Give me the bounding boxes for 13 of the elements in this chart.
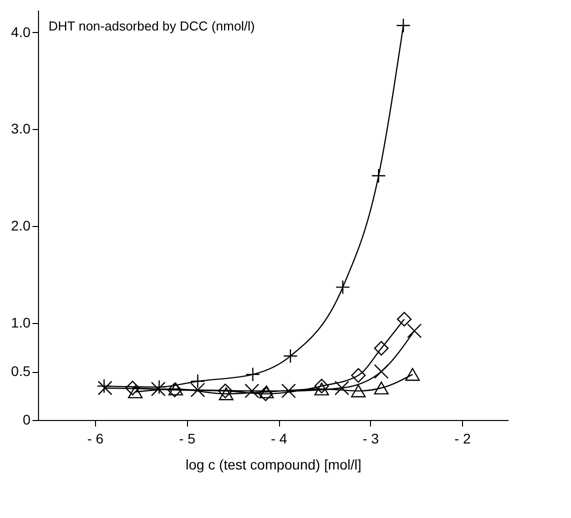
x-tick-label: - 3	[362, 430, 380, 446]
y-tick-label: 0	[22, 412, 31, 428]
y-tick-label: 3.0	[11, 120, 31, 137]
x-tick-label: - 5	[179, 430, 196, 446]
y-tick-label: 0.5	[11, 363, 31, 380]
x-tick-label: - 4	[270, 430, 288, 446]
x-tick-label: - 6	[87, 430, 104, 446]
y-axis-title: DHT non-adsorbed by DCC (nmol/l)	[48, 18, 255, 34]
x-tick-label: - 2	[454, 430, 471, 446]
y-tick-label: 2.0	[11, 218, 31, 234]
x-axis-title: log c (test compound) [mol/l]	[186, 456, 362, 472]
y-tick-label: 1.0	[11, 314, 31, 331]
y-tick-label: 4.0	[11, 24, 31, 40]
